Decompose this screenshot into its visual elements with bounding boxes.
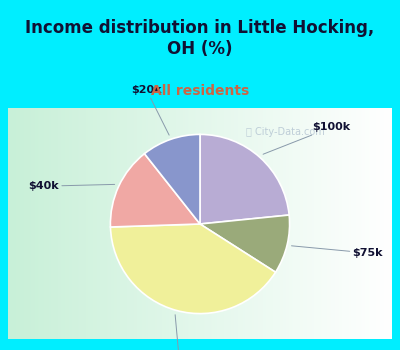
Wedge shape	[144, 134, 200, 224]
Text: $200k: $200k	[160, 315, 199, 350]
Text: ⓘ City-Data.com: ⓘ City-Data.com	[246, 127, 325, 137]
Text: $20k: $20k	[132, 85, 169, 135]
Wedge shape	[200, 134, 289, 224]
Wedge shape	[110, 224, 276, 314]
Text: $40k: $40k	[28, 181, 115, 191]
Wedge shape	[110, 154, 200, 227]
Text: $100k: $100k	[263, 122, 350, 154]
Text: Income distribution in Little Hocking,
OH (%): Income distribution in Little Hocking, O…	[25, 19, 375, 58]
Text: $75k: $75k	[292, 246, 383, 258]
Text: All residents: All residents	[151, 84, 249, 98]
Wedge shape	[200, 215, 290, 272]
